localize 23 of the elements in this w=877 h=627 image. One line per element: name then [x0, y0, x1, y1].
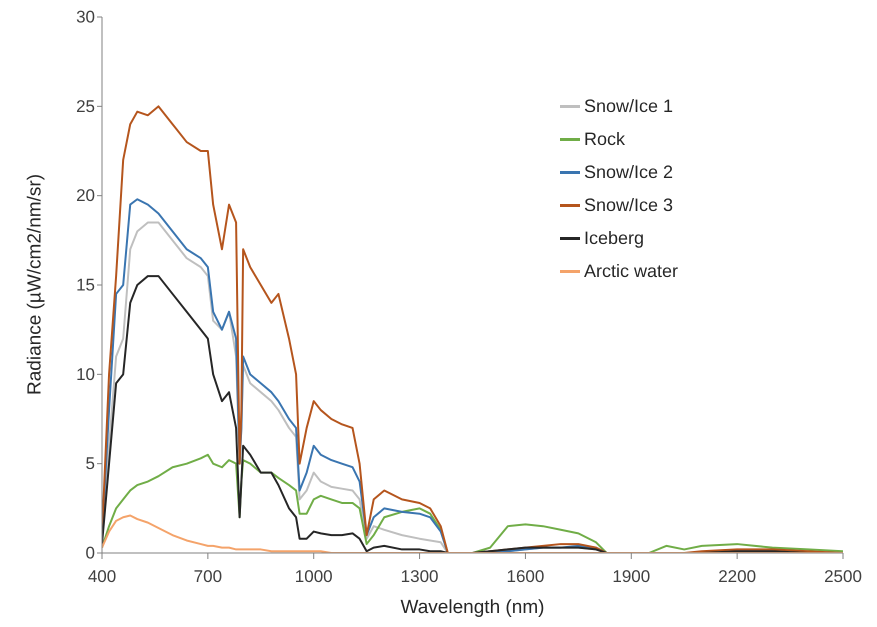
legend-label: Rock	[584, 128, 626, 151]
y-tick-label: 15	[76, 276, 95, 294]
y-tick-label: 25	[76, 96, 95, 116]
legend-label: Snow/Ice 2	[584, 161, 674, 184]
x-tick-label: 1300	[400, 567, 438, 586]
legend-label: Snow/Ice 1	[584, 95, 674, 118]
y-axis-title: Radiance (µW/cm2/nm/sr)	[24, 174, 46, 395]
y-tick-label: 5	[86, 454, 95, 474]
x-tick-label: 700	[194, 567, 222, 586]
y-tick-label: 10	[76, 364, 95, 384]
legend-label: Iceberg	[584, 227, 644, 250]
x-axis-title: Wavelength (nm)	[400, 597, 544, 618]
y-tick-label: 20	[76, 186, 95, 206]
y-tick-label: 30	[76, 8, 95, 26]
x-tick-label: 400	[88, 567, 116, 586]
x-tick-label: 2200	[718, 567, 756, 586]
x-tick-label: 1600	[506, 567, 544, 586]
x-tick-label: 1000	[294, 567, 333, 586]
legend-label: Arctic water	[584, 260, 678, 283]
x-tick-label: 2500	[824, 567, 862, 586]
legend-label: Snow/Ice 3	[584, 194, 674, 217]
y-tick-label: 0	[86, 544, 95, 562]
x-tick-label: 1900	[612, 567, 650, 586]
